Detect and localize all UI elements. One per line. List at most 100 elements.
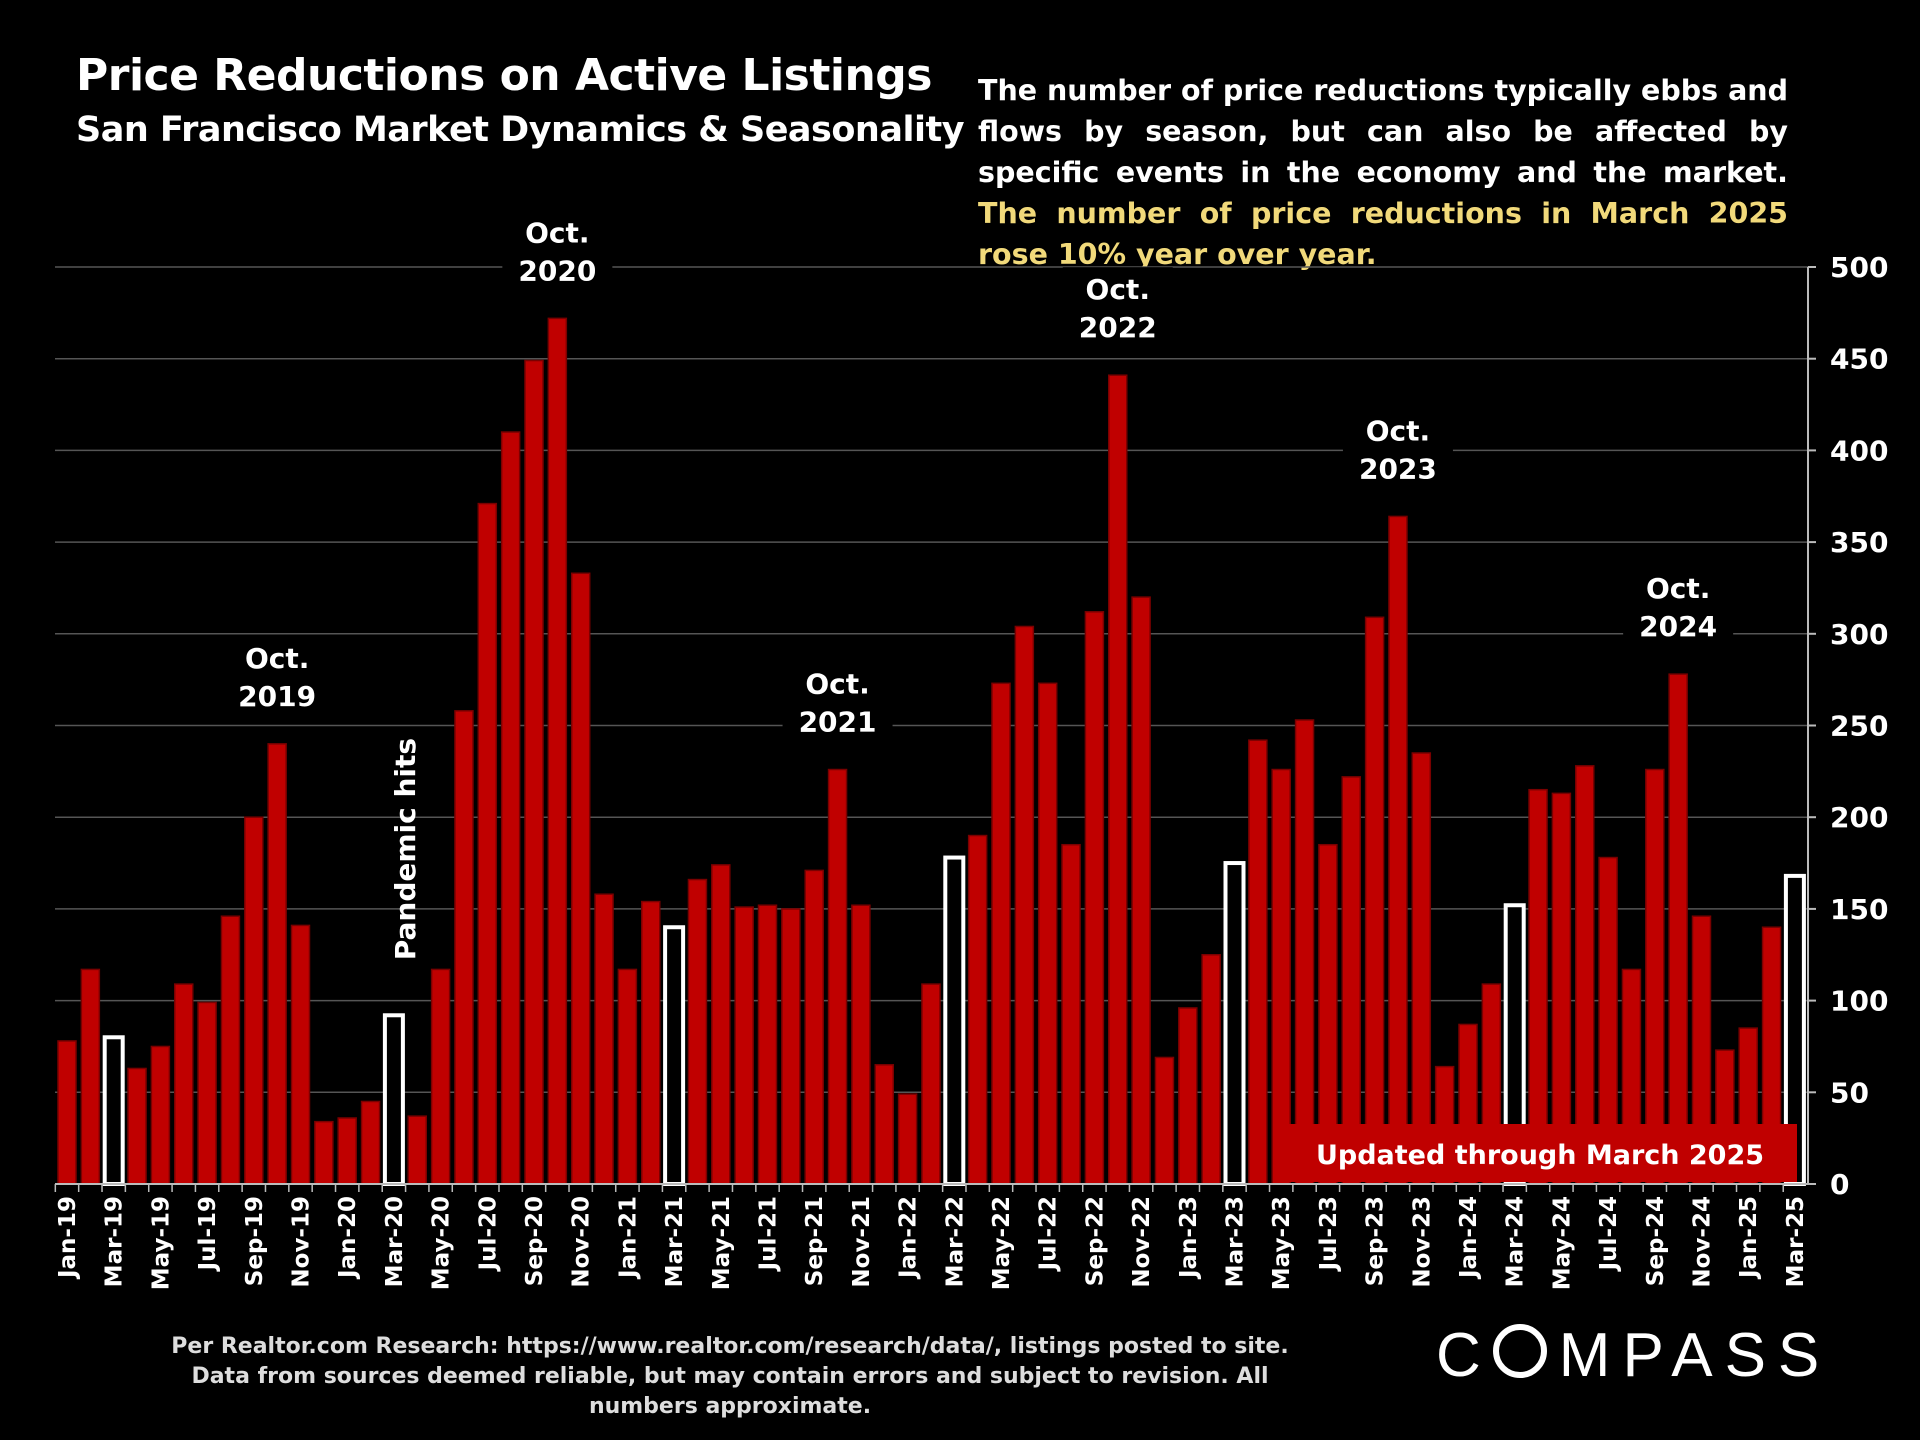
annotation-bg (1342, 408, 1453, 497)
bar-highlight (382, 1013, 405, 1186)
bar (594, 893, 614, 1185)
x-tick-label: Jul-19 (195, 1196, 221, 1272)
description-highlight: The number of price reductions in March … (978, 197, 1788, 271)
bar (804, 869, 824, 1185)
x-tick-label: May-23 (1269, 1196, 1295, 1290)
bar (220, 915, 241, 1185)
bar (314, 1120, 334, 1185)
x-tick-label: Jan-23 (1176, 1196, 1202, 1280)
annotation-bg (502, 210, 613, 299)
x-tick-label: Jan-25 (1736, 1196, 1762, 1280)
annotation-label: Oct. (805, 668, 869, 701)
logo-o-ring (1492, 1324, 1547, 1378)
y-tick-label: 100 (1830, 985, 1888, 1018)
bar (524, 359, 544, 1185)
x-tick-label: Mar-22 (942, 1196, 968, 1287)
x-tick-label: Mar-19 (102, 1196, 128, 1287)
x-tick-label: Sep-24 (1643, 1196, 1669, 1286)
x-tick-label: May-19 (148, 1196, 174, 1290)
bar (1248, 739, 1268, 1185)
description: The number of price reductions typically… (978, 70, 1788, 275)
annotation-label: 2024 (1639, 610, 1717, 643)
updated-badge (1283, 1124, 1797, 1182)
logo-letter: S (1724, 1321, 1778, 1390)
bar (827, 768, 848, 1185)
bar (1037, 682, 1058, 1185)
bar (1668, 673, 1688, 1185)
annotation-label: Oct. (1086, 273, 1150, 306)
y-tick-label: 200 (1830, 801, 1888, 834)
updated-badge-text: Updated through March 2025 (1316, 1140, 1764, 1171)
bar (1154, 1056, 1175, 1185)
bar (290, 924, 311, 1185)
annotation-bg (1062, 267, 1173, 356)
bar (1178, 1007, 1198, 1185)
bar (1131, 596, 1151, 1185)
description-text: The number of price reductions typically… (978, 74, 1788, 189)
annotation-label: Oct. (245, 642, 309, 675)
annotation-label: Oct. (525, 216, 589, 249)
x-tick-label: Sep-20 (522, 1196, 548, 1286)
annotation-bg (1623, 566, 1734, 655)
bar (991, 682, 1011, 1185)
x-tick-label: Jan-22 (896, 1196, 922, 1280)
x-tick-label: Mar-20 (382, 1196, 408, 1287)
bar (1061, 843, 1081, 1185)
bar (921, 983, 941, 1185)
x-tick-label: Nov-19 (289, 1196, 315, 1288)
chart-subtitle: San Francisco Market Dynamics & Seasonal… (76, 110, 965, 150)
bar (757, 904, 778, 1185)
logo-letter: C (1436, 1321, 1493, 1390)
bar (1645, 768, 1665, 1185)
bar (1411, 752, 1432, 1185)
source-note: Per Realtor.com Research: https://www.re… (171, 1334, 1289, 1419)
annotation-label: Oct. (1646, 572, 1710, 605)
compass-logo: C MPASS (1436, 1320, 1831, 1391)
x-tick-label: May-24 (1549, 1196, 1575, 1290)
x-tick-label: Sep-19 (242, 1196, 268, 1286)
bar (197, 1001, 217, 1185)
bar (1575, 765, 1595, 1185)
x-tick-label: May-21 (709, 1196, 735, 1290)
annotation-label: 2019 (238, 680, 316, 713)
annotation-label: 2020 (518, 254, 596, 287)
x-tick-label: Jan-20 (335, 1196, 361, 1280)
x-tick-label: Jul-22 (1036, 1196, 1062, 1272)
bar (1341, 776, 1361, 1185)
y-tick-label: 50 (1830, 1076, 1869, 1109)
y-tick-label: 300 (1830, 618, 1888, 651)
bar (967, 834, 988, 1185)
bar (337, 1117, 357, 1185)
x-tick-label: Mar-24 (1503, 1196, 1529, 1287)
x-tick-label: May-20 (429, 1196, 455, 1290)
bar (80, 968, 101, 1185)
bar (1108, 374, 1128, 1185)
bar-highlight (663, 925, 686, 1186)
x-tick-label: Sep-23 (1363, 1196, 1389, 1286)
y-tick-label: 500 (1830, 251, 1888, 284)
x-tick-label: Nov-24 (1690, 1196, 1716, 1288)
bar (1014, 625, 1035, 1185)
logo-letter: P (1622, 1321, 1672, 1390)
logo-letter: S (1777, 1321, 1832, 1390)
event-label: Pandemic hits (389, 738, 422, 960)
y-tick-label: 150 (1830, 893, 1888, 926)
bar (687, 878, 708, 1185)
x-tick-label: Sep-22 (1082, 1196, 1108, 1286)
bar (897, 1093, 918, 1185)
bar (127, 1067, 147, 1185)
x-tick-label: Jul-20 (475, 1196, 501, 1272)
x-tick-label: Jan-19 (55, 1196, 81, 1280)
bar-highlight (943, 855, 966, 1186)
bar (547, 317, 568, 1185)
x-tick-label: May-22 (989, 1196, 1015, 1290)
bar (781, 908, 801, 1185)
bar (1364, 616, 1385, 1185)
bar-highlight (1223, 861, 1246, 1186)
y-tick-label: 450 (1830, 343, 1888, 376)
annotation-label: 2023 (1359, 452, 1437, 485)
x-axis: Jan-19 Mar-19 May-19 Jul-19 Sep-19 Nov-19 Jan-… (54, 1184, 1809, 1290)
chart-title: Price Reductions on Active Listings (76, 50, 932, 101)
x-tick-label: Jul-24 (1596, 1196, 1622, 1272)
